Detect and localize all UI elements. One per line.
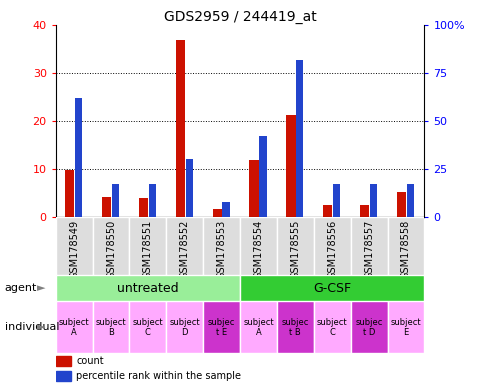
Bar: [166, 217, 203, 275]
Text: GSM178549: GSM178549: [69, 220, 79, 279]
Bar: [313, 217, 350, 275]
Bar: [286, 115, 295, 217]
Bar: [185, 159, 193, 217]
Bar: [92, 301, 129, 353]
Bar: [387, 301, 424, 353]
Text: untreated: untreated: [117, 281, 179, 295]
Bar: [166, 301, 203, 353]
Bar: [387, 217, 424, 275]
Bar: [203, 217, 240, 275]
Text: subject
D: subject D: [169, 318, 200, 337]
Bar: [276, 217, 313, 275]
Bar: [249, 161, 258, 217]
Text: subjec
t D: subjec t D: [355, 318, 382, 337]
Bar: [175, 40, 184, 217]
Bar: [203, 301, 240, 353]
Text: GSM178557: GSM178557: [363, 220, 373, 279]
Text: percentile rank within the sample: percentile rank within the sample: [76, 371, 241, 381]
Bar: [65, 170, 74, 217]
Text: ►: ►: [37, 283, 45, 293]
Text: subject
A: subject A: [242, 318, 273, 337]
Bar: [259, 136, 266, 217]
Text: GSM178553: GSM178553: [216, 220, 226, 279]
Bar: [92, 217, 129, 275]
Bar: [222, 202, 229, 217]
Text: GSM178552: GSM178552: [180, 220, 189, 279]
Bar: [350, 217, 387, 275]
Text: GSM178558: GSM178558: [400, 220, 410, 279]
Bar: [359, 205, 368, 217]
Text: subjec
t E: subjec t E: [208, 318, 235, 337]
Bar: [56, 371, 70, 381]
Text: GSM178550: GSM178550: [106, 220, 116, 279]
Bar: [240, 301, 276, 353]
Bar: [102, 197, 111, 217]
Bar: [276, 301, 313, 353]
Text: GSM178556: GSM178556: [327, 220, 336, 279]
Bar: [322, 205, 332, 217]
Bar: [129, 301, 166, 353]
Text: GSM178551: GSM178551: [143, 220, 152, 279]
Bar: [75, 98, 82, 217]
Text: count: count: [76, 356, 104, 366]
Bar: [296, 60, 303, 217]
Text: subject
C: subject C: [132, 318, 163, 337]
Bar: [212, 209, 221, 217]
Text: subject
A: subject A: [59, 318, 90, 337]
Text: subject
B: subject B: [95, 318, 126, 337]
Bar: [406, 184, 413, 217]
Text: G-CSF: G-CSF: [313, 281, 350, 295]
Text: subjec
t B: subjec t B: [281, 318, 308, 337]
Text: subject
C: subject C: [316, 318, 347, 337]
Bar: [313, 301, 350, 353]
Bar: [112, 184, 119, 217]
Bar: [240, 275, 424, 301]
Text: ►: ►: [37, 322, 45, 333]
Bar: [56, 356, 70, 366]
Title: GDS2959 / 244419_at: GDS2959 / 244419_at: [164, 10, 316, 24]
Text: GSM178554: GSM178554: [253, 220, 263, 279]
Text: agent: agent: [5, 283, 37, 293]
Text: individual: individual: [5, 322, 59, 333]
Bar: [350, 301, 387, 353]
Bar: [149, 184, 156, 217]
Bar: [56, 301, 92, 353]
Bar: [56, 217, 92, 275]
Bar: [138, 198, 148, 217]
Bar: [396, 192, 405, 217]
Bar: [333, 184, 340, 217]
Bar: [129, 217, 166, 275]
Text: subject
E: subject E: [390, 318, 421, 337]
Text: GSM178555: GSM178555: [290, 220, 300, 279]
Bar: [240, 217, 276, 275]
Bar: [56, 275, 240, 301]
Bar: [369, 184, 377, 217]
